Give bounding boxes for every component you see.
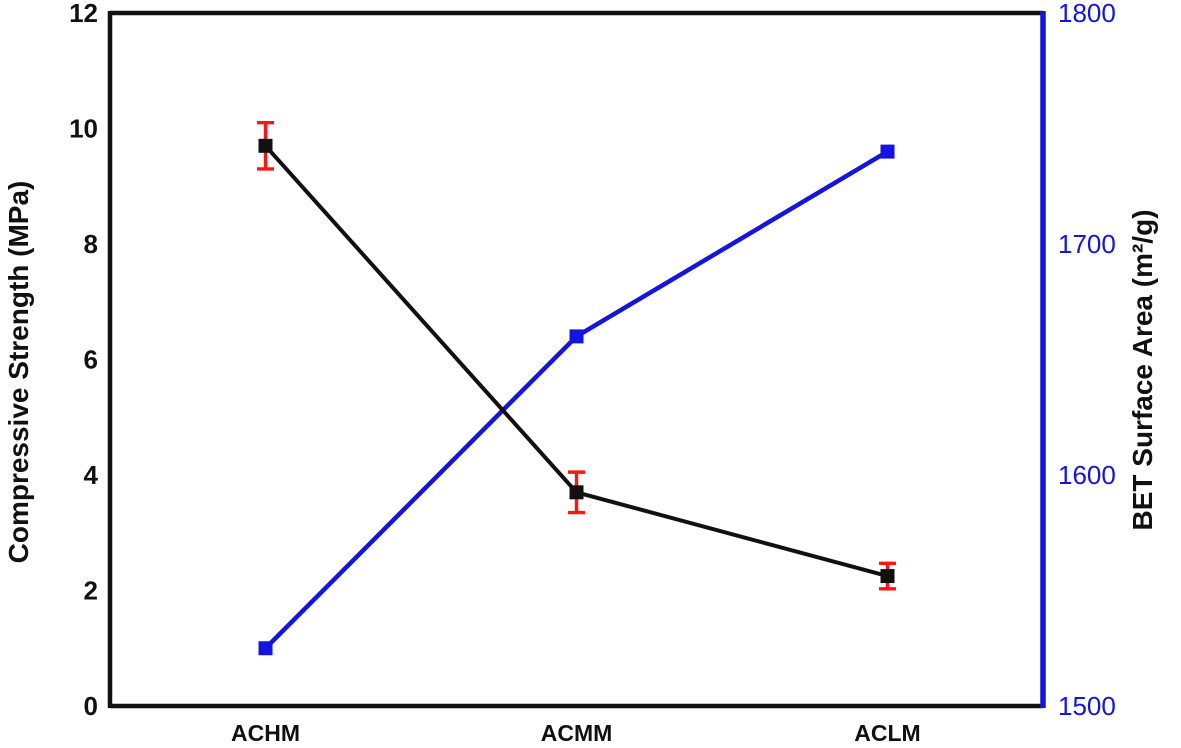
right-axis-title: BET Surface Area (m²/g)	[1127, 209, 1158, 530]
data-point-marker	[880, 144, 895, 159]
right-tick-label: 1700	[1058, 229, 1116, 259]
series-line-bet-surface-area	[263, 149, 889, 650]
left-tick-label: 8	[84, 229, 98, 259]
category-label: ACMM	[541, 720, 613, 746]
left-tick-label: 0	[84, 691, 98, 721]
right-tick-label: 1800	[1058, 0, 1116, 28]
right-tick-label: 1500	[1058, 691, 1116, 721]
data-point-marker	[258, 641, 273, 656]
plot-area: 0 2 4 6 8 10 12 1500 1600 1700 1800 ACHM ACMM ACLM	[69, 0, 1116, 746]
data-point-marker	[569, 485, 584, 500]
category-label: ACLM	[854, 720, 920, 746]
left-axis-title: Compressive Strength (MPa)	[3, 181, 34, 564]
data-point-marker	[880, 569, 895, 584]
left-tick-label: 12	[69, 0, 98, 28]
category-label: ACHM	[231, 720, 300, 746]
left-tick-label: 6	[84, 345, 98, 375]
data-point-marker	[258, 138, 273, 153]
data-point-marker	[569, 329, 584, 344]
left-tick-label: 2	[84, 576, 98, 606]
right-tick-label: 1600	[1058, 460, 1116, 490]
left-tick-label: 10	[69, 114, 98, 144]
left-tick-label: 4	[84, 460, 99, 490]
